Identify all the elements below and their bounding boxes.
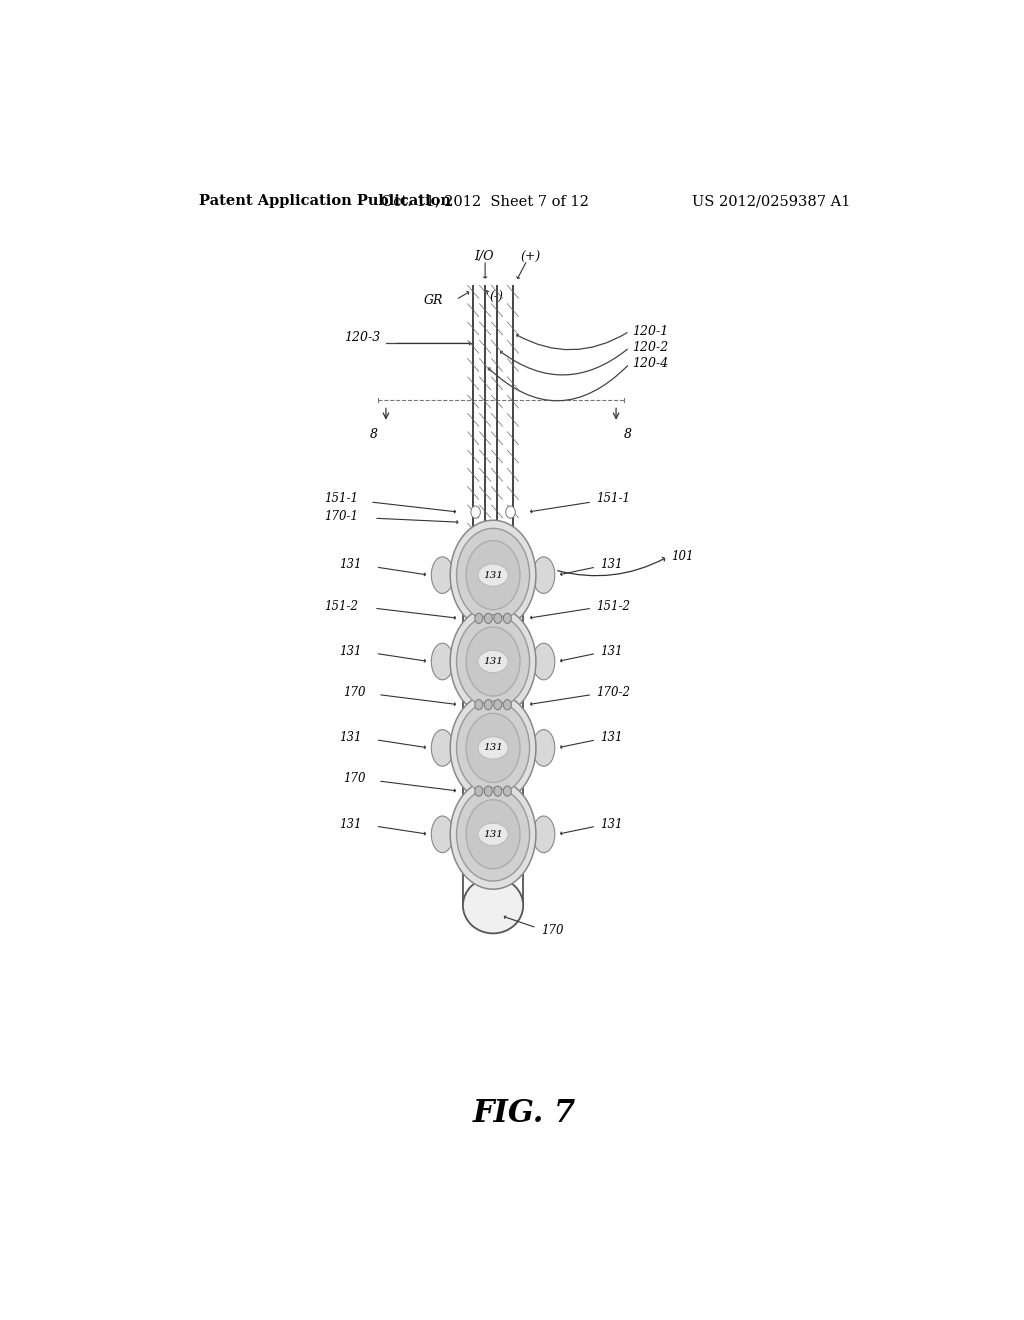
Ellipse shape xyxy=(451,779,536,890)
Circle shape xyxy=(494,700,502,710)
Ellipse shape xyxy=(431,730,454,766)
Text: 131: 131 xyxy=(340,817,362,830)
Text: 131: 131 xyxy=(483,570,503,579)
Text: FIG. 7: FIG. 7 xyxy=(473,1098,577,1130)
Ellipse shape xyxy=(457,701,529,795)
Text: US 2012/0259387 A1: US 2012/0259387 A1 xyxy=(692,194,850,209)
Text: 151-2: 151-2 xyxy=(325,599,358,612)
Text: 151-2: 151-2 xyxy=(596,599,630,612)
Text: Patent Application Publication: Patent Application Publication xyxy=(200,194,452,209)
Ellipse shape xyxy=(466,541,520,610)
Ellipse shape xyxy=(532,816,555,853)
Text: 131: 131 xyxy=(483,657,503,667)
Ellipse shape xyxy=(451,520,536,630)
Text: 131: 131 xyxy=(600,645,623,657)
Circle shape xyxy=(471,506,480,519)
Text: 131: 131 xyxy=(340,645,362,657)
Circle shape xyxy=(506,506,515,519)
Ellipse shape xyxy=(431,557,454,594)
Circle shape xyxy=(504,700,511,710)
Ellipse shape xyxy=(532,730,555,766)
Circle shape xyxy=(475,785,482,796)
Text: 170: 170 xyxy=(344,686,367,700)
Ellipse shape xyxy=(457,788,529,880)
Text: (+): (+) xyxy=(520,251,541,264)
Circle shape xyxy=(484,614,493,623)
Circle shape xyxy=(475,700,482,710)
Text: 131: 131 xyxy=(600,817,623,830)
Text: 170: 170 xyxy=(344,772,367,785)
Circle shape xyxy=(475,614,482,623)
Ellipse shape xyxy=(466,800,520,869)
Text: 170-2: 170-2 xyxy=(596,686,630,700)
Ellipse shape xyxy=(431,816,454,853)
Circle shape xyxy=(484,700,493,710)
Ellipse shape xyxy=(532,557,555,594)
Text: 101: 101 xyxy=(672,550,694,564)
Text: 170-1: 170-1 xyxy=(325,510,358,523)
Ellipse shape xyxy=(451,693,536,803)
Ellipse shape xyxy=(478,737,508,759)
Text: 170: 170 xyxy=(541,924,563,937)
Text: 151-1: 151-1 xyxy=(596,492,630,506)
Ellipse shape xyxy=(532,643,555,680)
Text: 8: 8 xyxy=(370,429,378,441)
Circle shape xyxy=(494,785,502,796)
Text: 120-3: 120-3 xyxy=(344,331,380,343)
Circle shape xyxy=(504,785,511,796)
Text: 131: 131 xyxy=(483,743,503,752)
Text: 131: 131 xyxy=(483,830,503,838)
Circle shape xyxy=(484,785,493,796)
Ellipse shape xyxy=(431,643,454,680)
Text: 120-1: 120-1 xyxy=(632,325,669,338)
Circle shape xyxy=(494,614,502,623)
Text: Oct. 11, 2012  Sheet 7 of 12: Oct. 11, 2012 Sheet 7 of 12 xyxy=(381,194,589,209)
Ellipse shape xyxy=(463,878,523,933)
Text: (-): (-) xyxy=(489,292,503,304)
Text: 131: 131 xyxy=(340,731,362,744)
Ellipse shape xyxy=(478,651,508,673)
Text: 120-4: 120-4 xyxy=(632,358,669,370)
Text: 131: 131 xyxy=(600,558,623,572)
Text: 120-2: 120-2 xyxy=(632,341,669,354)
Ellipse shape xyxy=(478,564,508,586)
Ellipse shape xyxy=(457,615,529,709)
Text: 131: 131 xyxy=(340,558,362,572)
Text: I/O: I/O xyxy=(474,251,494,264)
Text: 131: 131 xyxy=(600,731,623,744)
Ellipse shape xyxy=(451,607,536,717)
Text: 151-1: 151-1 xyxy=(325,492,358,506)
Ellipse shape xyxy=(466,627,520,696)
Text: GR: GR xyxy=(424,294,443,308)
Ellipse shape xyxy=(457,528,529,622)
Text: 8: 8 xyxy=(624,429,632,441)
Ellipse shape xyxy=(466,713,520,783)
Circle shape xyxy=(504,614,511,623)
Ellipse shape xyxy=(478,824,508,846)
